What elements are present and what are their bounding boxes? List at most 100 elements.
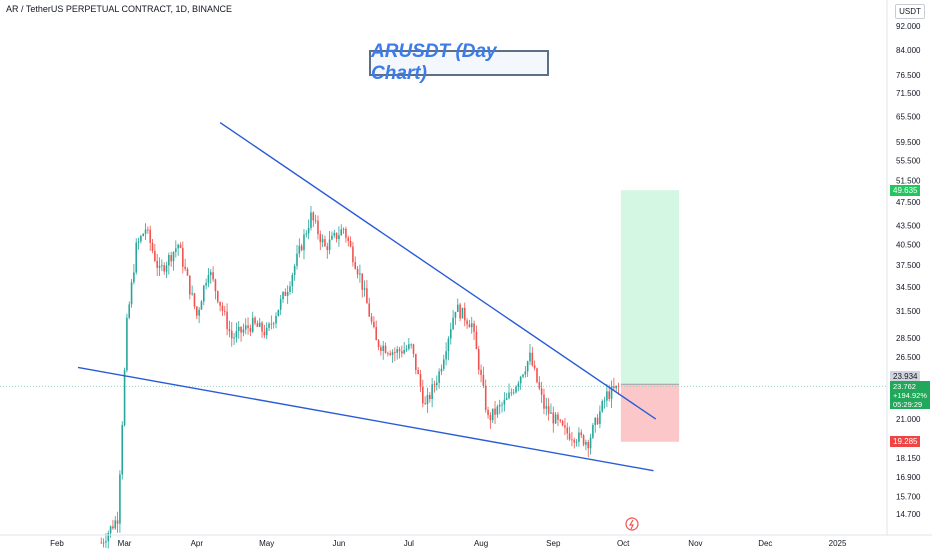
candle-body	[606, 391, 608, 401]
candle-body	[401, 351, 403, 354]
candle-body	[375, 327, 378, 341]
candle-body	[293, 265, 296, 275]
time-axis[interactable]: Feb Mar Apr May Jun Jul Aug Sep Oct Nov Dec 2025	[50, 539, 847, 548]
candle-body	[214, 279, 217, 292]
candle-body	[249, 327, 252, 332]
last-price-tag: 23.762 +194.92% 05:29:29	[890, 381, 930, 409]
candle-body	[321, 239, 324, 243]
candle-body	[487, 409, 489, 416]
candle-body	[526, 361, 529, 372]
candle-body	[116, 520, 119, 524]
candle-body	[615, 385, 617, 389]
candle-body	[496, 406, 499, 415]
price-tick-label: 43.500	[896, 221, 921, 230]
event-icon[interactable]	[625, 517, 639, 531]
price-tick-label: 55.500	[896, 156, 921, 165]
candle-body	[573, 439, 576, 443]
candle-body	[596, 417, 599, 425]
target-price-tag: 49.635	[890, 185, 920, 196]
price-tick-label: 15.700	[896, 492, 921, 501]
price-tick-label: 71.500	[896, 89, 921, 98]
candle-body	[349, 240, 352, 247]
candle-body	[359, 273, 361, 275]
candle-body	[135, 242, 138, 273]
time-tick-label: Aug	[474, 539, 488, 548]
candle-body	[361, 273, 364, 290]
time-tick-label: Dec	[758, 539, 772, 548]
last-price-value: 23.762	[893, 382, 916, 391]
candle-body	[491, 408, 494, 421]
candle-body	[354, 262, 357, 269]
candle-body	[296, 253, 298, 266]
time-tick-label: 2025	[829, 539, 847, 548]
price-tick-label: 21.000	[896, 415, 921, 424]
candle-body	[230, 330, 233, 339]
candle-body	[282, 291, 284, 300]
candle-body	[477, 349, 480, 370]
candle-body	[475, 331, 478, 350]
candle-body	[300, 245, 303, 251]
candle-body	[503, 399, 506, 405]
candle-body	[121, 425, 124, 475]
candle-body	[501, 404, 503, 406]
candle-body	[394, 352, 396, 353]
candle-body	[100, 542, 103, 544]
candle-body	[314, 220, 317, 222]
price-axis[interactable]: 92.000 84.000 76.500 71.500 65.500 59.500 55.5…	[896, 22, 921, 519]
price-tick-label: 92.000	[896, 22, 921, 31]
candle-body	[510, 392, 513, 394]
candle-body	[154, 250, 156, 261]
candle-body	[137, 241, 140, 243]
candle-body	[251, 317, 254, 332]
candle-body	[168, 255, 170, 266]
candle-body	[156, 260, 158, 268]
candle-body	[163, 265, 165, 272]
candle-body	[258, 322, 261, 327]
candle-body	[533, 365, 536, 369]
time-tick-label: Oct	[617, 539, 630, 548]
candle-body	[480, 369, 482, 375]
candle-body	[594, 417, 597, 425]
price-tick-label: 47.500	[896, 198, 921, 207]
time-tick-label: May	[259, 539, 274, 548]
price-tick-label: 59.500	[896, 138, 921, 147]
candle-body	[459, 304, 461, 319]
currency-unit-button[interactable]: USDT	[895, 4, 925, 19]
time-tick-label: Feb	[50, 539, 64, 548]
candle-body	[186, 268, 189, 276]
candle-body	[433, 384, 436, 386]
candle-body	[275, 316, 277, 324]
candle-body	[564, 425, 566, 428]
candle-body	[270, 323, 273, 325]
candle-body	[547, 406, 550, 414]
candle-body	[529, 352, 531, 362]
price-tick-label: 14.700	[896, 510, 921, 519]
candle-body	[589, 437, 592, 449]
candle-body	[228, 329, 231, 331]
candle-body	[559, 419, 562, 421]
candle-body	[398, 349, 401, 352]
candle-body	[149, 229, 151, 243]
candle-body	[182, 247, 184, 267]
time-tick-label: Jul	[404, 539, 414, 548]
candle-body	[196, 306, 198, 316]
chart-title: ARUSDT (Day Chart)	[371, 41, 497, 84]
candle-body	[522, 374, 524, 377]
candle-body	[303, 234, 305, 251]
candles	[100, 205, 620, 549]
candle-body	[326, 246, 329, 251]
candle-body	[328, 239, 331, 251]
candle-body	[543, 394, 545, 409]
candle-body	[242, 329, 245, 333]
candle-body	[517, 383, 520, 387]
candle-body	[184, 266, 186, 269]
candle-body	[461, 307, 464, 319]
candle-body	[177, 244, 179, 249]
candle-body	[114, 520, 117, 529]
candle-body	[128, 304, 131, 318]
candle-body	[284, 291, 287, 296]
candle-body	[566, 427, 569, 434]
candle-body	[151, 242, 154, 251]
candle-body	[568, 433, 571, 440]
